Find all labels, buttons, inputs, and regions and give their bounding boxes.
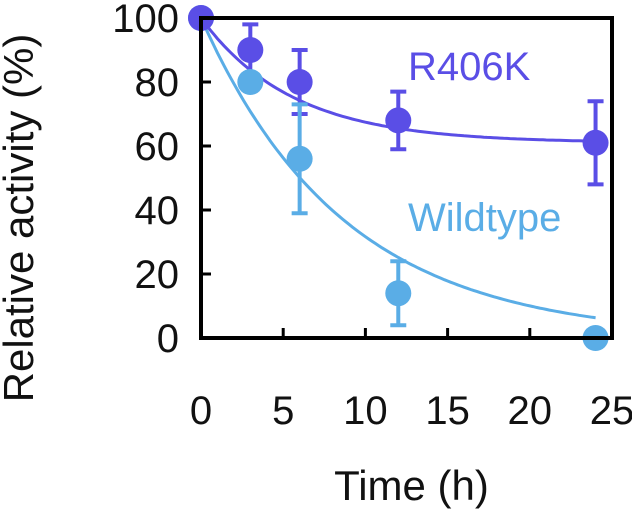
plot-frame bbox=[199, 16, 614, 340]
data-point-r406k bbox=[286, 69, 313, 95]
y-axis-ticks: 0 20 40 60 80 100 bbox=[112, 0, 211, 361]
x-tick-label: 10 bbox=[343, 389, 388, 433]
y-axis-title: Relative activity (%) bbox=[0, 34, 42, 403]
data-point-r406k bbox=[582, 129, 609, 156]
x-tick-label: 15 bbox=[425, 389, 470, 433]
y-tick-label: 100 bbox=[112, 0, 179, 41]
data-point-wildtype bbox=[286, 145, 313, 172]
y-tick-label: 20 bbox=[135, 253, 180, 297]
x-tick-label: 20 bbox=[508, 389, 553, 433]
series-label-wildtype: Wildtype bbox=[408, 196, 561, 240]
y-tick-label: 80 bbox=[135, 61, 180, 105]
data-points bbox=[188, 5, 609, 351]
x-tick-label: 5 bbox=[272, 389, 294, 433]
data-point-wildtype bbox=[385, 280, 412, 307]
data-point-r406k bbox=[237, 37, 264, 63]
data-point-r406k bbox=[385, 107, 412, 134]
y-tick-label: 60 bbox=[135, 125, 180, 169]
y-tick-label: 40 bbox=[135, 189, 180, 233]
y-tick-label: 0 bbox=[157, 317, 179, 361]
fit-curve-1 bbox=[199, 17, 596, 320]
x-tick-label: 25 bbox=[590, 389, 632, 433]
x-axis-ticks: 0 5 10 15 20 25 bbox=[190, 328, 632, 433]
data-point-wildtype bbox=[237, 69, 264, 95]
x-axis-title: Time (h) bbox=[334, 462, 489, 509]
x-tick-label: 0 bbox=[190, 389, 212, 433]
series-label-r406k: R406K bbox=[408, 45, 531, 89]
